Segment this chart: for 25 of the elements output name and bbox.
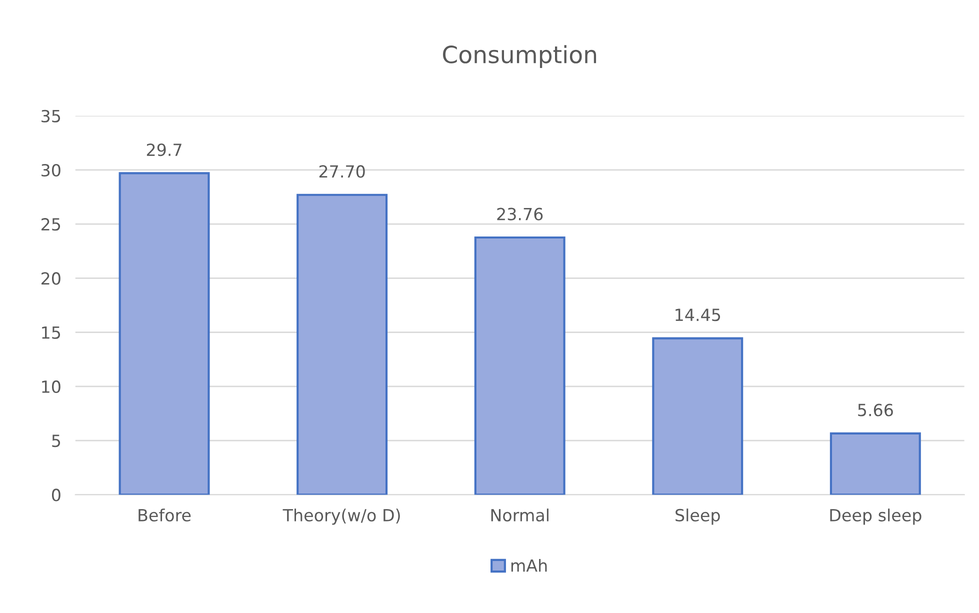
x-tick-label: Before	[138, 508, 191, 522]
y-tick-label: 0	[52, 488, 60, 502]
data-label: 29.7	[146, 144, 182, 156]
bar	[830, 432, 921, 495]
y-tick-label: 25	[42, 218, 60, 231]
x-tick-label: Normal	[491, 508, 548, 522]
data-label: 23.76	[497, 208, 543, 220]
legend-label: mAh	[511, 558, 547, 572]
y-tick-label: 10	[42, 380, 60, 394]
x-tick-label: Deep sleep	[830, 508, 922, 525]
bar	[296, 194, 388, 495]
y-tick-label: 5	[52, 434, 60, 448]
chart-title: Consumption	[442, 45, 596, 68]
data-label: 27.70	[319, 165, 365, 178]
x-tick-label: Theory(w/o D)	[282, 508, 400, 525]
bar	[652, 337, 744, 495]
y-tick-label: 30	[42, 164, 60, 177]
y-tick-label: 20	[42, 272, 60, 285]
data-label: 5.66	[858, 404, 893, 416]
x-tick-label: Sleep	[676, 508, 720, 525]
y-tick-label: 15	[42, 326, 60, 339]
bar	[118, 172, 210, 495]
y-tick-label: 35	[42, 110, 60, 122]
bar	[474, 236, 566, 495]
data-label: 14.45	[676, 308, 720, 322]
